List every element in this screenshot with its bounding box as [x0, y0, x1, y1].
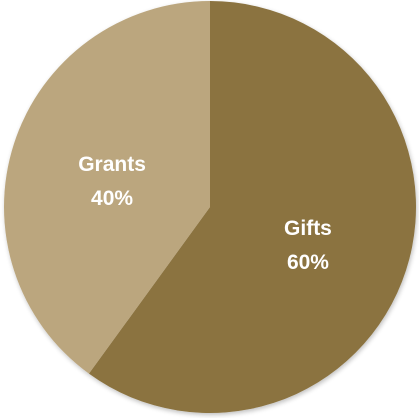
- pie-slice-gifts: [88, 1, 417, 413]
- pie-slices: [3, 1, 417, 413]
- slice-percent-grants: 40%: [91, 187, 133, 210]
- slice-label-grants: Grants: [78, 153, 146, 176]
- slice-label-gifts: Gifts: [284, 217, 332, 240]
- pie-labels: Gifts 60% Grants 40%: [78, 153, 332, 274]
- pie-slice-grants: [3, 1, 211, 374]
- slice-percent-gifts: 60%: [287, 251, 329, 274]
